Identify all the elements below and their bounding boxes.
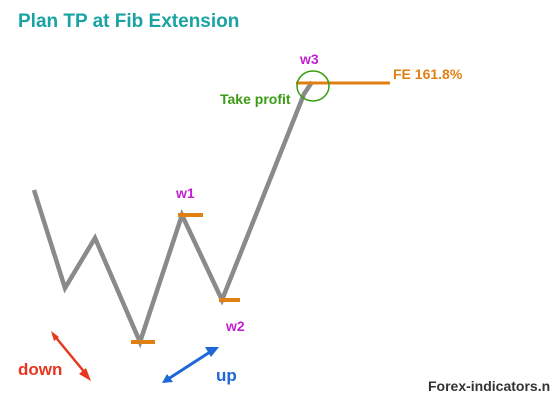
take-profit-circle — [296, 70, 330, 102]
down-label: down — [18, 360, 62, 379]
down-arrow-icon — [51, 331, 91, 381]
fib-extension-label: FE 161.8% — [393, 66, 463, 82]
w3-label: w3 — [299, 51, 319, 67]
up-arrow-icon — [162, 347, 219, 383]
up-label: up — [216, 366, 237, 385]
take-profit-label: Take profit — [220, 91, 291, 107]
diagram-title: Plan TP at Fib Extension — [18, 11, 239, 32]
w1-label: w1 — [175, 185, 195, 201]
watermark: Forex-indicators.net — [428, 378, 550, 394]
w2-label: w2 — [225, 318, 245, 334]
price-path — [31, 80, 314, 349]
